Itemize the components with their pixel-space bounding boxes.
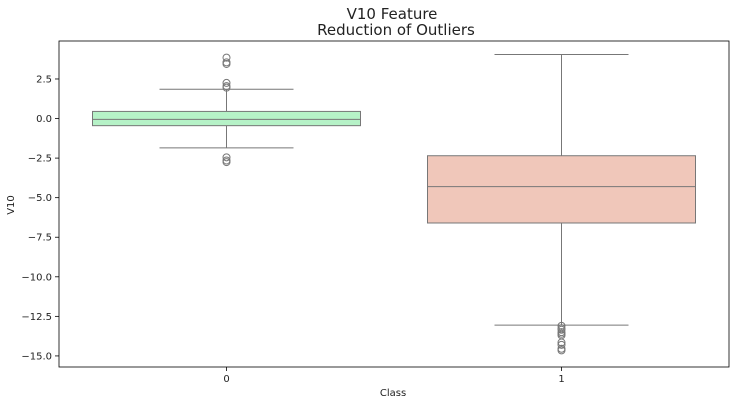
y-tick-label: −12.5: [21, 312, 52, 323]
outlier-point-class-0: [222, 158, 231, 167]
chart-title-line-2: Reduction of Outliers: [317, 21, 475, 39]
y-tick-label: −2.5: [28, 154, 52, 165]
outlier-point-class-1: [557, 346, 566, 355]
outlier-point-class-0: [222, 53, 231, 62]
outlier-point-class-1: [557, 338, 566, 347]
outlier-point-class-0: [222, 153, 231, 162]
y-tick-label: −15.0: [21, 351, 52, 362]
box-class-1: [427, 155, 696, 224]
outlier-point-class-1: [557, 340, 566, 349]
outlier-point-class-1: [557, 325, 566, 334]
box-class-0: [92, 110, 361, 127]
outlier-point-class-0: [222, 78, 231, 87]
y-tick-label: 2.5: [36, 74, 52, 85]
outlier-point-class-1: [557, 321, 566, 330]
y-tick-label: 0.0: [36, 114, 52, 125]
plot-area: 2.5 0.0 −2.5 −5.0 −7.5 −10.0 −12.5 −15.0 0 1: [21, 40, 730, 385]
plot-frame: [58, 40, 730, 368]
y-tick-label: −7.5: [28, 233, 52, 244]
chart-title-line-1: V10 Feature: [347, 5, 438, 23]
outlier-point-class-0: [222, 83, 231, 92]
y-tick-label: −10.0: [21, 272, 52, 283]
y-tick-label: −5.0: [28, 193, 52, 204]
y-axis-label: V10: [6, 195, 17, 215]
x-axis-label: Class: [380, 388, 406, 399]
outlier-point-class-0: [222, 58, 231, 67]
x-tick-label: 0: [223, 374, 229, 385]
x-tick-label: 1: [558, 374, 564, 385]
outlier-point-class-0: [222, 59, 231, 68]
